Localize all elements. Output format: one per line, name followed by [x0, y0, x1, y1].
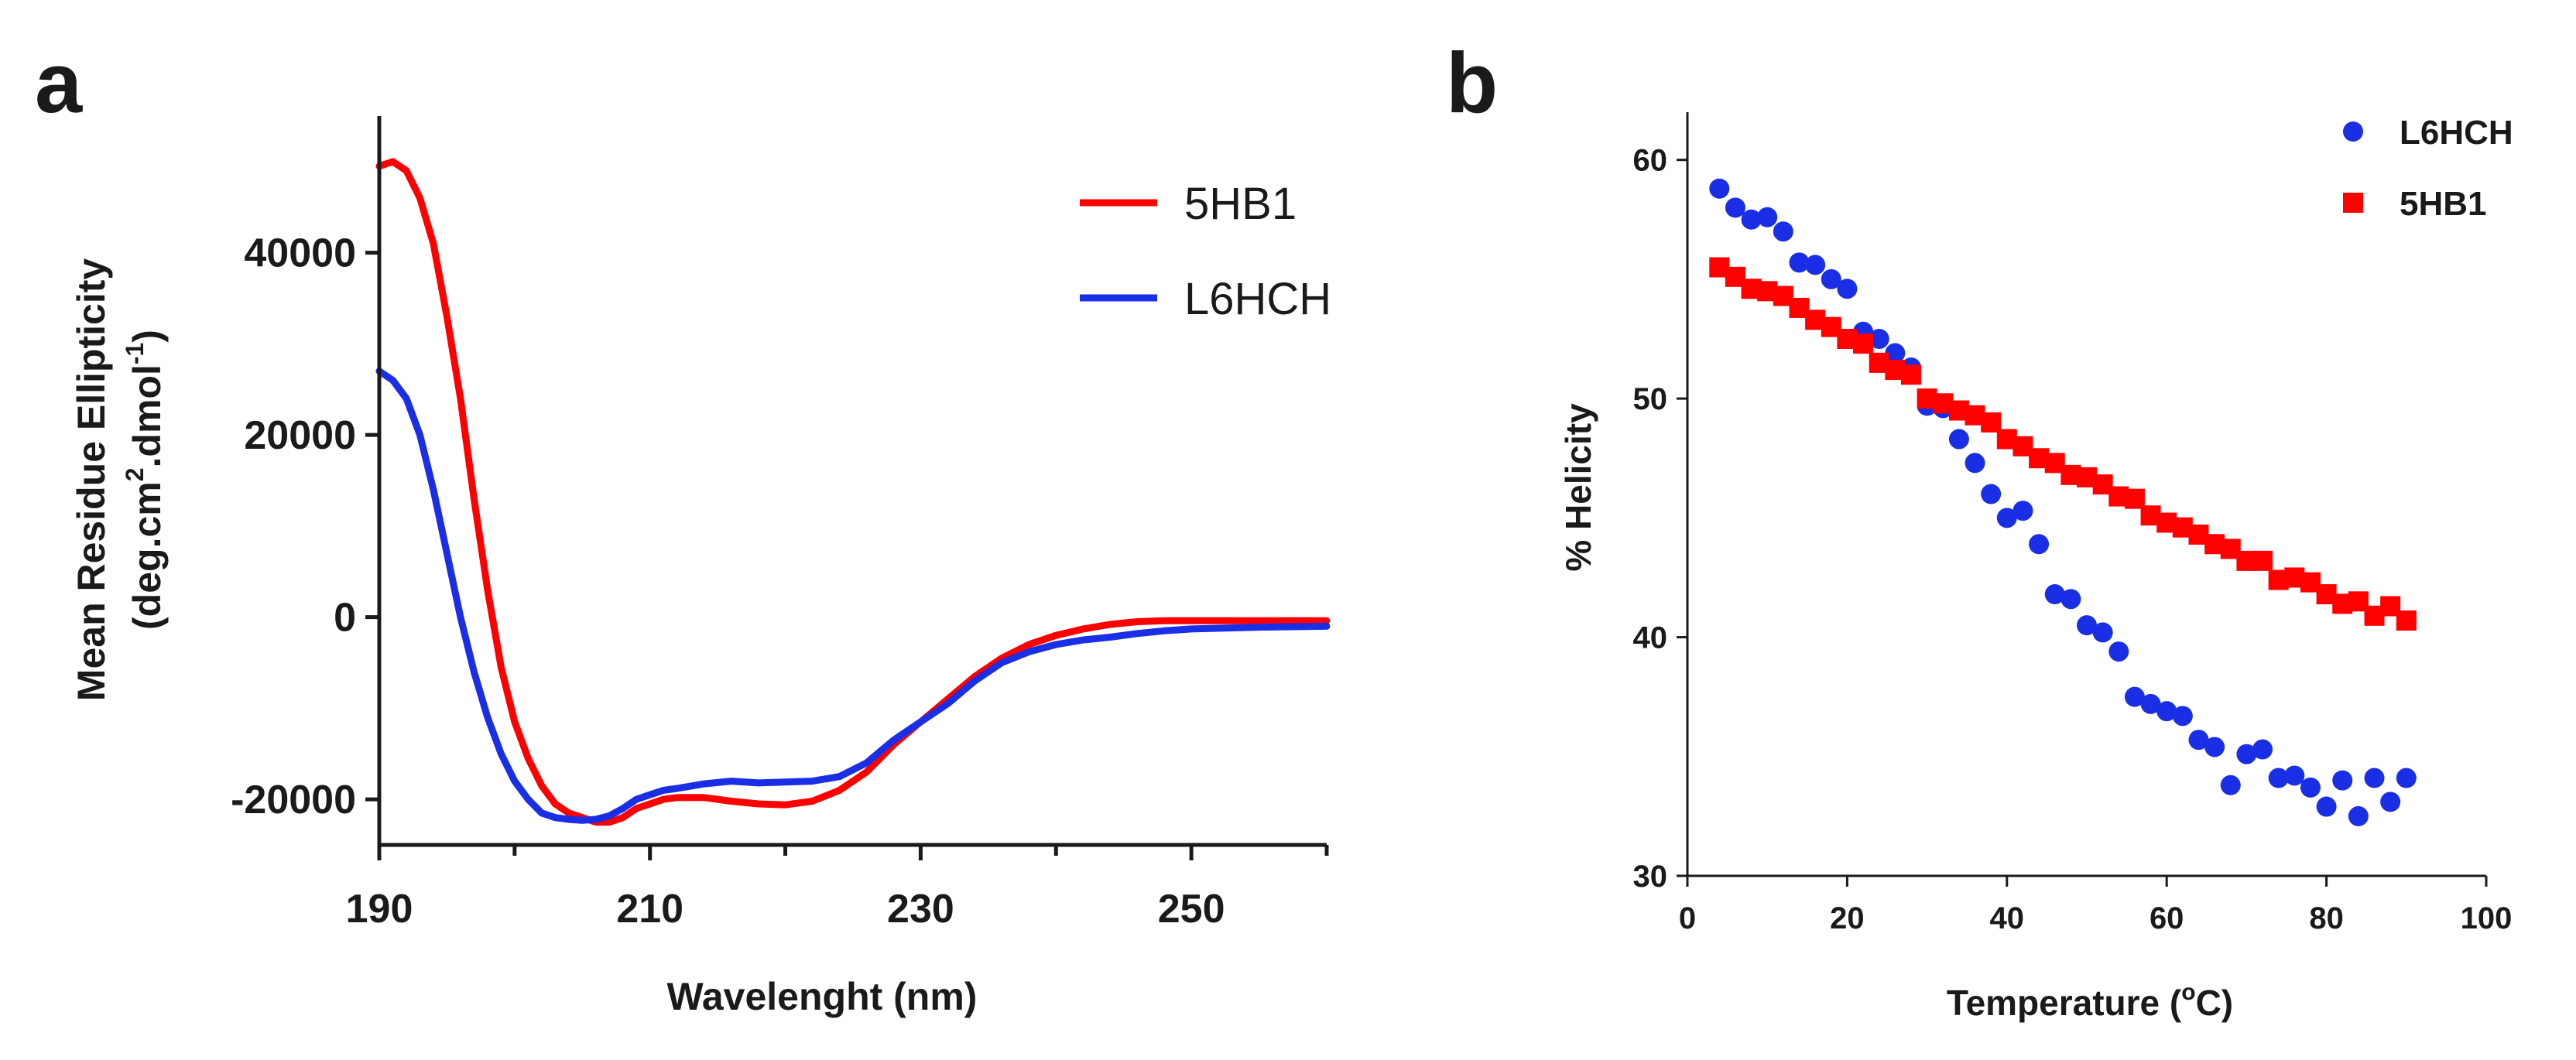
point-l6hch — [2044, 584, 2065, 605]
y-tick-label: 0 — [334, 596, 356, 641]
chart-b-points — [1709, 178, 2417, 826]
chart-b-y-ticks: 30 40 50 60 — [1633, 144, 1687, 894]
point-l6hch — [1821, 268, 1841, 289]
point-l6hch — [2029, 534, 2050, 555]
point-l6hch — [2332, 770, 2353, 791]
point-l6hch — [2220, 774, 2241, 795]
chart-a-x-label: Wavelenght (nm) — [667, 975, 978, 1018]
point-l6hch — [1981, 484, 2002, 504]
point-l6hch — [2364, 768, 2385, 788]
point-l6hch — [2300, 777, 2321, 798]
point-l6hch — [2140, 693, 2161, 714]
chart-b-legend-marker-5hb1 — [2343, 193, 2363, 213]
chart-a-curves — [375, 158, 1331, 826]
point-l6hch — [2396, 768, 2417, 788]
point-l6hch — [2252, 739, 2273, 760]
point-l6hch — [2348, 805, 2369, 826]
chart-b-legend-label-l6hch: L6HCH — [2400, 114, 2513, 152]
chart-a-y-label-line1: Mean Residue Ellipticity — [70, 258, 113, 702]
point-l6hch — [2316, 796, 2337, 817]
chart-b-legend-label-5hb1: 5HB1 — [2400, 185, 2487, 223]
x-tick-label: 230 — [887, 887, 954, 932]
y-tick-label: 30 — [1633, 860, 1668, 894]
y-tick-label: -20000 — [231, 778, 356, 822]
point-l6hch — [1709, 178, 1730, 199]
point-l6hch — [2380, 792, 2401, 812]
chart-a-legend: 5HB1 L6HCH — [1080, 179, 1331, 324]
chart-a-y-label: Mean Residue Ellipticity (deg.cm2.dmol-1… — [70, 258, 169, 702]
series-line-5hb1 — [375, 158, 1331, 826]
point-l6hch — [1725, 197, 1745, 218]
point-5hb1 — [1900, 364, 1921, 385]
point-l6hch — [1805, 255, 1826, 275]
point-l6hch — [1996, 508, 2017, 528]
series-line-l6hch — [375, 368, 1331, 824]
y-tick-label: 40000 — [244, 231, 356, 276]
point-l6hch — [2092, 622, 2113, 643]
point-l6hch — [2284, 765, 2305, 786]
x-tick-label: 20 — [1830, 901, 1865, 935]
point-l6hch — [2077, 615, 2097, 636]
y-tick-label: 60 — [1633, 144, 1668, 178]
point-l6hch — [2172, 706, 2193, 727]
x-tick-label: 0 — [1679, 901, 1696, 935]
point-l6hch — [1837, 279, 1858, 299]
chart-b-x-ticks: 0 20 40 60 80 100 — [1679, 876, 2513, 935]
y-tick-label: 20000 — [244, 413, 356, 458]
point-l6hch — [1885, 343, 1906, 364]
point-l6hch — [2124, 686, 2145, 707]
chart-b-y-label: % Helicity — [1558, 403, 1598, 572]
point-l6hch — [2108, 641, 2129, 662]
panel-b-letter: b — [1446, 36, 1498, 131]
x-tick-label: 100 — [2461, 901, 2513, 935]
chart-a-legend-label-5hb1: 5HB1 — [1184, 179, 1297, 229]
point-l6hch — [2204, 737, 2225, 757]
x-tick-label: 80 — [2309, 901, 2344, 935]
point-l6hch — [1789, 252, 1810, 273]
point-l6hch — [1965, 453, 1985, 474]
point-l6hch — [1757, 207, 1778, 227]
chart-a-y-label-line2: (deg.cm2.dmol-1) — [121, 330, 169, 630]
point-5hb1 — [1853, 333, 1874, 354]
chart-b-legend-marker-l6hch — [2343, 121, 2363, 142]
chart-b-x-label: Temperature (oC) — [1947, 980, 2233, 1023]
point-l6hch — [2188, 730, 2209, 751]
point-l6hch — [2268, 768, 2289, 788]
chart-b-legend: L6HCH 5HB1 — [2343, 114, 2513, 223]
chart-a-legend-label-l6hch: L6HCH — [1184, 274, 1331, 324]
chart-a-y-ticks: -20000 0 20000 40000 — [231, 231, 379, 822]
point-l6hch — [2060, 589, 2081, 610]
x-tick-label: 210 — [616, 887, 683, 932]
point-l6hch — [2156, 701, 2177, 722]
x-tick-label: 250 — [1158, 887, 1225, 932]
x-tick-label: 190 — [346, 887, 413, 932]
y-tick-label: 40 — [1633, 621, 1668, 655]
point-l6hch — [1741, 209, 1762, 230]
point-l6hch — [2236, 744, 2257, 764]
chart-a-x-ticks: 190 210 230 250 — [346, 845, 1329, 932]
point-l6hch — [1869, 329, 1889, 350]
point-5hb1 — [2252, 550, 2273, 571]
point-l6hch — [1948, 429, 1969, 450]
point-l6hch — [1773, 221, 1793, 242]
chart-a: -20000 0 20000 40000 190 210 230 250 Wavelengh… — [70, 116, 1331, 1018]
chart-b: 30 40 50 60 0 20 40 60 80 100 Temperature (oC) %… — [1558, 112, 2513, 1023]
point-5hb1 — [2396, 610, 2417, 631]
x-tick-label: 60 — [2150, 901, 2184, 935]
point-l6hch — [2012, 501, 2033, 521]
x-tick-label: 40 — [1990, 901, 2025, 935]
y-tick-label: 50 — [1633, 382, 1668, 416]
panel-a-letter: a — [35, 36, 83, 131]
